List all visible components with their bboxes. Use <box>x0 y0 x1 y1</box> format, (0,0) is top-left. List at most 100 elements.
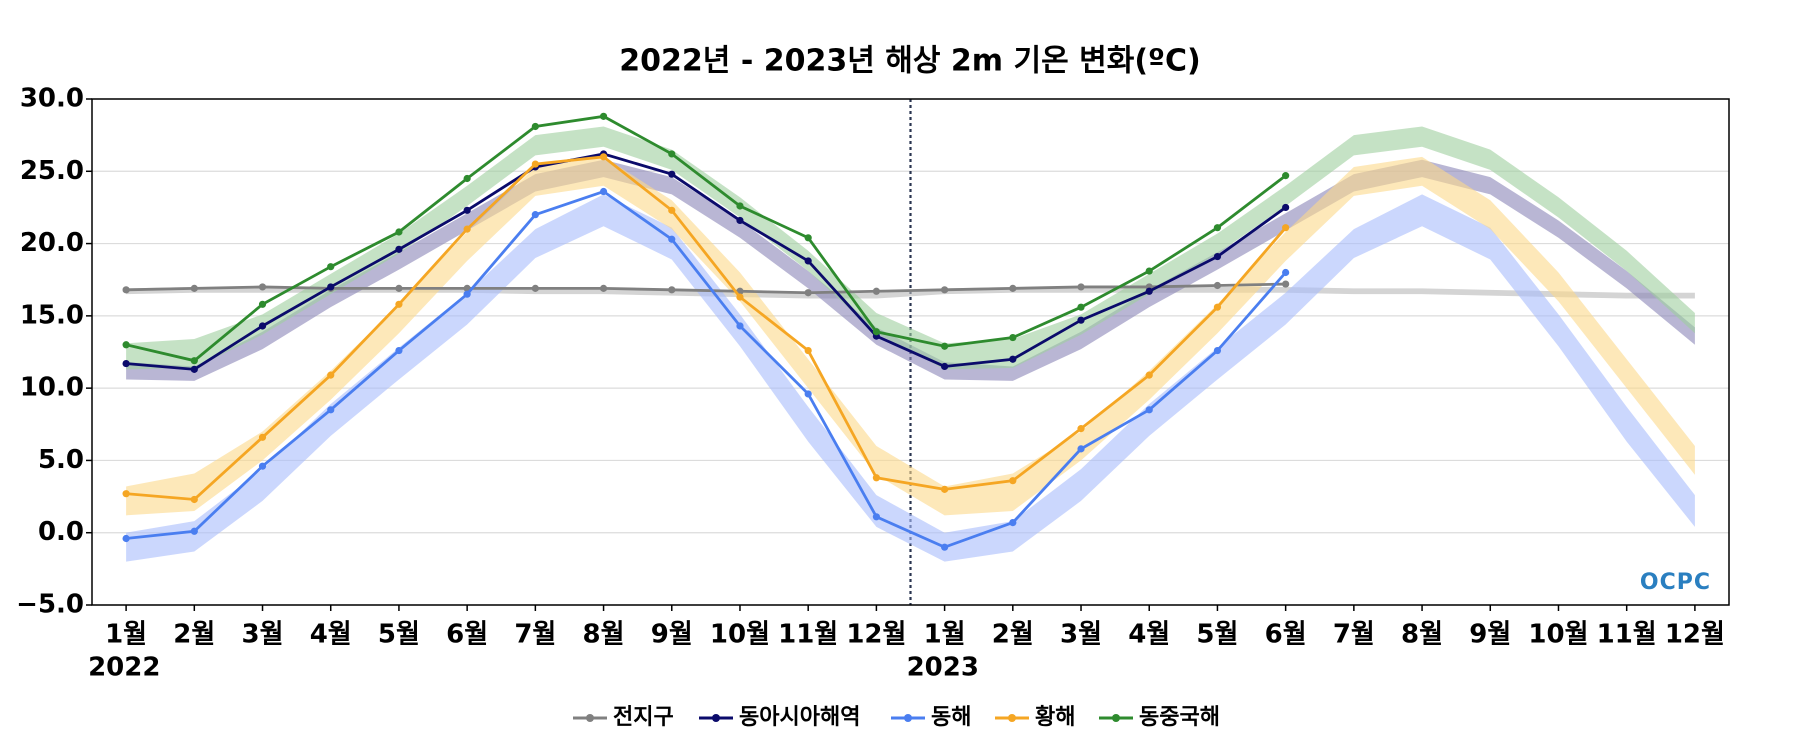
data-point <box>463 225 471 233</box>
data-point <box>258 283 267 291</box>
data-point <box>531 211 539 219</box>
data-point <box>1282 280 1290 288</box>
y-tick-label: 15.0 <box>20 300 84 330</box>
data-point <box>1213 281 1222 290</box>
x-tick-label: 4월 <box>310 620 352 650</box>
series-line <box>126 282 1286 295</box>
y-tick-label: 25.0 <box>20 156 84 186</box>
x-tick-label: 8월 <box>583 620 625 650</box>
data-point <box>327 283 335 291</box>
x-tick-label: 6월 <box>446 620 488 650</box>
legend-marker <box>904 714 912 722</box>
data-point <box>1009 284 1017 292</box>
data-point <box>872 513 880 521</box>
data-point <box>804 346 812 355</box>
data-point <box>190 357 198 365</box>
data-point <box>668 206 676 214</box>
data-point <box>395 346 403 355</box>
data-point <box>395 284 403 292</box>
data-point <box>736 322 744 330</box>
legend-label: 동중국해 <box>1139 705 1220 730</box>
data-point <box>327 371 335 379</box>
data-point <box>1009 477 1017 485</box>
data-point <box>190 284 198 292</box>
data-point <box>395 300 403 308</box>
data-point <box>258 322 267 330</box>
x-tick-label: 9월 <box>651 620 693 650</box>
climatology-band <box>126 126 1695 370</box>
series-line <box>125 155 1287 501</box>
data-point <box>531 160 539 168</box>
x-tick-label: 8월 <box>1401 620 1443 650</box>
data-point <box>804 390 812 398</box>
data-point <box>736 293 744 301</box>
chart-title: 2022년 - 2023년 해상 2m 기온 변화(ºC) <box>619 44 1200 79</box>
legend-label: 황해 <box>1035 705 1075 730</box>
data-point <box>941 543 949 551</box>
data-point <box>327 406 335 414</box>
data-point <box>599 284 608 292</box>
data-point <box>1145 371 1153 379</box>
legend-label: 동해 <box>931 705 971 730</box>
data-point <box>872 328 880 336</box>
data-point <box>1009 333 1017 342</box>
year-label: 2023 <box>907 653 979 683</box>
data-point <box>804 257 812 265</box>
data-point <box>1282 172 1290 180</box>
data-point <box>1213 303 1222 311</box>
data-point <box>1077 283 1085 291</box>
climatology-band <box>126 159 1695 381</box>
data-point <box>1213 252 1222 261</box>
data-point <box>122 286 130 294</box>
data-point <box>941 286 949 294</box>
data-point <box>395 245 403 253</box>
data-point <box>804 234 812 242</box>
data-point <box>668 235 676 243</box>
x-tick-label: 11월 <box>778 620 838 650</box>
data-point <box>122 490 130 498</box>
data-point <box>668 170 676 178</box>
data-point <box>1077 425 1085 433</box>
data-point <box>668 286 676 294</box>
data-point <box>941 485 949 493</box>
legend-label: 동아시아해역 <box>739 705 860 730</box>
data-point <box>599 112 608 120</box>
x-tick-label: 7월 <box>1333 620 1375 650</box>
data-point <box>122 359 130 368</box>
x-tick-label: 6월 <box>1265 620 1307 650</box>
x-tick-label: 7월 <box>514 620 556 650</box>
data-point <box>1145 287 1153 295</box>
y-tick-label: 30.0 <box>20 84 84 114</box>
legend-marker <box>586 714 594 722</box>
x-tick-label: 10월 <box>1528 620 1588 650</box>
y-tick-label: 20.0 <box>20 228 84 258</box>
climatology-band <box>126 194 1695 562</box>
legend-marker <box>712 714 720 722</box>
x-tick-label: 4월 <box>1128 620 1170 650</box>
y-tick-label: 0.0 <box>38 517 84 547</box>
x-tick-label: 1월 <box>105 620 147 650</box>
data-point <box>1282 224 1290 232</box>
x-tick-label: 5월 <box>378 620 420 650</box>
series-line <box>125 152 1287 371</box>
data-point <box>463 174 471 183</box>
x-tick-label: 11월 <box>1597 620 1657 650</box>
data-point <box>395 228 403 236</box>
x-tick-label: 2월 <box>173 620 215 650</box>
data-point <box>1145 406 1153 414</box>
legend: 전지구 동아시아해역 동해 황해 동중국해 <box>573 705 1220 730</box>
data-point <box>463 206 471 214</box>
data-point <box>190 527 198 535</box>
legend-marker <box>1112 714 1120 722</box>
legend-label: 전지구 <box>613 705 674 730</box>
x-tick-label: 5월 <box>1196 620 1238 650</box>
data-point <box>941 342 949 350</box>
data-point <box>1009 355 1017 363</box>
data-point <box>1213 346 1222 355</box>
x-tick-label: 12월 <box>846 620 906 650</box>
data-point <box>1009 518 1017 527</box>
data-point <box>258 433 267 441</box>
data-point <box>531 284 539 292</box>
